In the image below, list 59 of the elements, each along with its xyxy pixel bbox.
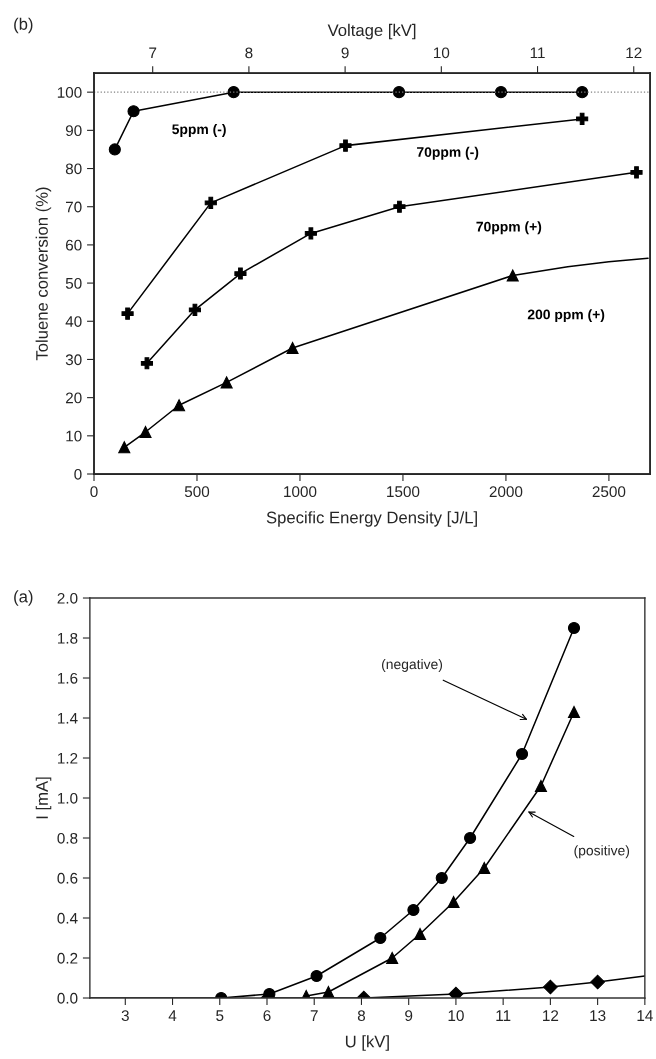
x-tick-label: 6: [263, 1010, 271, 1022]
chart-title: (b): [14, 17, 33, 34]
y-tick-label: 0.4: [57, 912, 78, 924]
y-tick-label: 10: [66, 430, 82, 442]
y-tick-label: 70: [65, 201, 82, 213]
y-tick-label: 0: [74, 468, 82, 480]
x-tick-label: 2000: [489, 486, 523, 498]
x-axis-title: U [kV]: [345, 1035, 389, 1051]
series-label: 70ppm (+): [476, 221, 542, 235]
y-tick-label: 1.8: [58, 632, 78, 644]
x-tick-label: 8: [357, 1010, 366, 1022]
y-tick-label: 90: [65, 125, 82, 137]
x2-axis-title: Voltage [kV]: [327, 23, 416, 40]
y-tick-label: 0.0: [57, 992, 78, 1004]
y-tick-label: 100: [57, 87, 82, 98]
x-tick-label: 500: [184, 486, 210, 498]
y-tick-label: 1.6: [58, 672, 78, 684]
x-tick-label: 3: [121, 1010, 129, 1022]
x2-tick-label: 10: [433, 47, 450, 59]
y-tick-label: 2.0: [57, 592, 78, 604]
x2-tick-label: 7: [149, 47, 157, 59]
y-tick-label: 50: [65, 277, 82, 289]
x-tick-label: 12: [543, 1010, 559, 1021]
x2-tick-label: 12: [626, 47, 642, 59]
text: 200 ppm (+): [527, 309, 605, 323]
annotation: (positive): [574, 845, 630, 859]
chart-title: (a): [14, 590, 33, 606]
x2-tick-label: 11: [530, 47, 545, 59]
y-axis-title: I [mA]: [35, 777, 52, 819]
series-label: 70ppm (-): [417, 146, 479, 160]
x-tick-label: 1500: [387, 486, 420, 498]
x2-tick-label: 8: [245, 47, 253, 59]
x-tick-label: 7: [310, 1010, 318, 1021]
x-tick-label: 1000: [284, 486, 317, 498]
y-tick-label: 1.2: [58, 752, 78, 764]
x-tick-label: 5: [216, 1010, 224, 1022]
x2-tick-label: 9: [341, 47, 349, 59]
y-tick-label: 20: [65, 392, 82, 404]
y-tick-label: 40: [65, 316, 82, 327]
x-tick-label: 11: [496, 1010, 511, 1021]
y-tick-label: 0.2: [57, 952, 78, 964]
annotation: (negative): [382, 658, 443, 672]
y-tick-label: 0.8: [57, 832, 78, 844]
x-tick-label: 10: [448, 1010, 464, 1022]
y-axis-title: Toluene conversion (%): [35, 187, 52, 361]
y-tick-label: 1.0: [58, 792, 78, 804]
y-tick-label: 30: [65, 354, 82, 366]
x-tick-label: 9: [405, 1010, 413, 1022]
x-tick-label: 13: [590, 1010, 606, 1022]
y-tick-label: 60: [65, 239, 82, 251]
series-label: 5ppm (-): [172, 123, 226, 137]
x-tick-label: 4: [168, 1010, 177, 1021]
x-tick-label: 0: [90, 486, 98, 498]
x-tick-label: 14: [637, 1010, 653, 1021]
y-tick-label: 80: [65, 163, 82, 175]
y-tick-label: 1.4: [58, 713, 78, 724]
x-axis-title: Specific Energy Density [J/L]: [266, 511, 477, 527]
x-tick-label: 2500: [592, 486, 626, 498]
y-tick-label: 0.6: [57, 872, 78, 884]
